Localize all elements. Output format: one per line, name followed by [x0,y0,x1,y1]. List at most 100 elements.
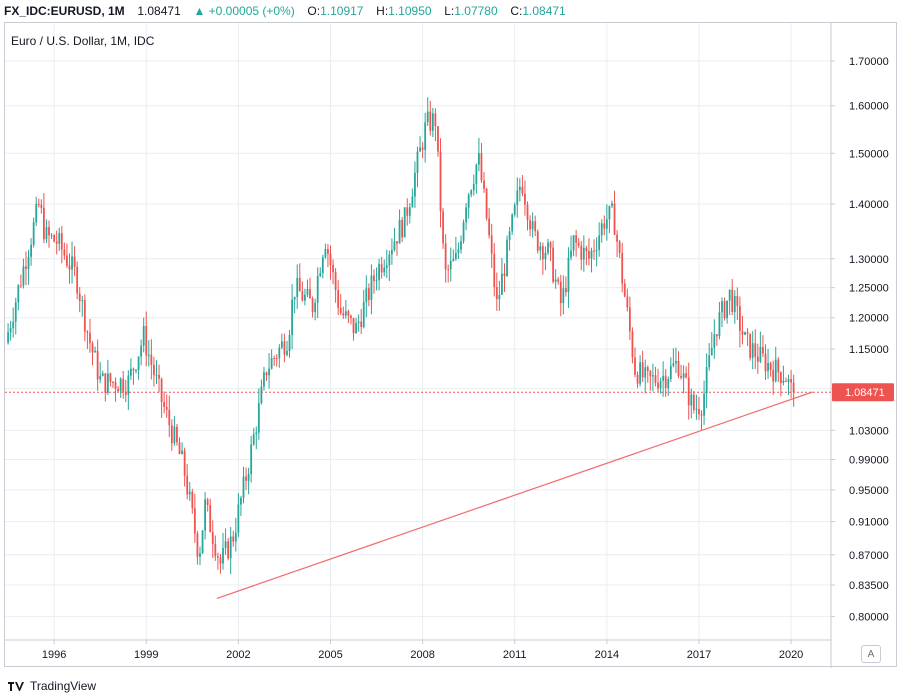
candle-down [347,311,350,316]
candle-up [721,301,723,313]
price-chart[interactable]: 0.80000 0.83500 0.87000 0.91000 0.95000 0.990… [5,23,898,668]
candle-down [646,367,649,372]
y-tick-label: 1.40000 [849,199,889,211]
candle-down [739,306,741,332]
symbol-title[interactable]: FX_IDC:EURUSD, 1M [4,4,125,18]
candle-down [792,382,795,393]
close-value: 1.08471 [522,4,566,18]
candle-up [260,386,263,404]
candle-down [68,265,71,270]
candle-up [562,288,565,304]
candle-up [130,368,132,376]
time-axis[interactable]: 1996 1999 2002 2005 2008 2011 2014 2017 2020 [42,640,803,661]
candle-up [498,294,501,300]
last-price: 1.08471 [137,4,181,18]
candle-up [234,532,237,542]
candle-up [595,249,598,252]
candle-down [700,414,703,416]
candle-down [521,186,524,194]
candle-up [506,239,508,277]
tradingview-logo-icon [8,680,24,692]
y-tick-label: 1.50000 [849,148,889,160]
candle-up [501,273,503,295]
candle-down [723,301,726,319]
candle-down [654,375,657,383]
candle-up [378,264,381,281]
brand-name: TradingView [30,679,97,693]
candle-down [301,291,304,301]
candle-down [206,499,209,505]
candle-down [764,353,767,372]
open-label: O: [307,4,321,18]
candle-up [705,367,708,394]
candle-up [403,207,406,238]
candle-up [252,434,255,445]
candle-down [158,374,160,379]
candle-up [598,235,601,250]
y-tick-label: 0.87000 [849,550,889,562]
candle-up [703,393,705,416]
candle-up [411,196,414,208]
chart-frame[interactable]: 0.80000 0.83500 0.87000 0.91000 0.95000 0.990… [4,22,898,668]
candle-down [78,293,81,301]
auto-scale-button[interactable]: A [861,645,881,663]
candle-up [142,326,145,346]
candle-down [76,266,79,294]
x-tick-label: 2002 [226,649,250,661]
candle-down [396,241,398,244]
candle-down [196,533,199,557]
candle-up [30,244,32,257]
candle-up [288,334,291,351]
candle-up [572,235,575,251]
candle-down [526,204,529,221]
candle-down [772,369,775,382]
candle-down [117,388,119,392]
candle-up [391,250,393,255]
trendline[interactable] [216,391,813,599]
candle-up [385,265,388,268]
candle-down [339,307,342,314]
brand-footer[interactable]: TradingView [8,676,96,696]
candle-down [529,220,531,230]
candle-down [352,317,355,334]
candle-up [639,362,642,384]
candle-down [42,207,45,240]
candle-up [744,332,746,335]
candle-down [311,298,314,313]
candle-up [669,365,672,379]
candle-up [644,367,647,378]
candle-down [350,315,352,318]
candle-down [232,536,235,542]
candle-down [219,557,222,564]
candle-up [296,277,299,297]
candle-up [690,394,693,406]
candle-down [603,223,606,229]
candle-down [86,331,89,333]
candle-up [726,300,729,319]
candle-down [552,247,555,282]
candle-up [383,267,386,273]
price-axis[interactable]: 0.80000 0.83500 0.87000 0.91000 0.95000 0.990… [831,56,889,624]
candle-up [733,296,736,312]
candle-up [306,289,309,295]
candle-up [457,249,460,253]
candle-down [170,425,173,444]
candle-up [465,207,468,223]
candle-up [544,252,547,260]
candle-down [480,153,483,181]
candle-up [718,312,721,337]
candle-down [736,296,739,307]
candle-down [680,375,682,378]
candle-up [324,248,327,258]
candle-down [48,227,50,236]
candle-up [759,346,762,362]
candle-up [257,403,260,433]
candle-up [554,279,557,282]
candle-up [478,153,480,165]
candle-down [618,241,621,253]
candle-down [186,475,189,495]
y-tick-label: 0.83500 [849,580,889,592]
candle-down [401,219,404,238]
candle-up [270,357,273,369]
candle-down [524,193,526,205]
